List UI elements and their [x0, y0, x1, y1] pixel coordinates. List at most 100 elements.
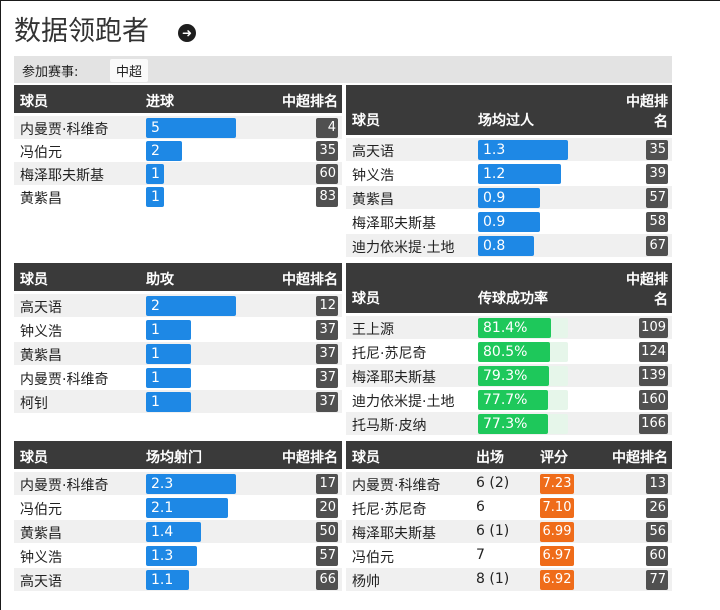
left-border — [0, 0, 1, 610]
ratings-header-player: 球员 — [352, 450, 380, 466]
goals-rank-badge: 83 — [316, 187, 338, 207]
shots-header-player: 球员 — [20, 450, 48, 466]
shots-rank-badge: 57 — [316, 546, 338, 566]
goals-row[interactable]: 梅泽耶夫斯基 1 60 — [14, 162, 342, 185]
dribbles-player-name: 梅泽耶夫斯基 — [352, 216, 436, 232]
assists-bar — [146, 296, 236, 316]
assists-bar — [146, 368, 191, 388]
dribbles-value: 0.9 — [483, 190, 506, 206]
passing-bar — [478, 414, 548, 434]
passing-player-name: 迪力依米提·土地 — [352, 394, 455, 410]
rating-badge: 6.97 — [540, 546, 574, 566]
ratings-player-name: 内曼贾·科维奇 — [352, 478, 441, 494]
goals-value: 1 — [151, 166, 160, 182]
ratings-appearances: 8 (1) — [476, 571, 510, 587]
goals-header: 球员 进球 中超排名 — [14, 85, 342, 113]
rating-badge: 6.99 — [540, 522, 574, 542]
assists-player-name: 高天语 — [20, 300, 62, 316]
rating-badge: 7.23 — [540, 474, 574, 494]
passing-row[interactable]: 托马斯·皮纳 77.3% 166 — [346, 412, 672, 435]
assists-bar — [146, 392, 191, 412]
shots-bar — [146, 498, 228, 518]
assists-row[interactable]: 内曼贾·科维奇 1 37 — [14, 366, 342, 389]
arrow-right-icon[interactable]: ➜ — [178, 24, 196, 42]
dribbles-row[interactable]: 迪力依米提·土地 0.8 67 — [346, 234, 672, 257]
passing-table: 球员 传球成功率 中超排 名 王上源 81.4% 109 托尼·苏尼奇 80.5% 124… — [346, 263, 672, 435]
assists-row[interactable]: 柯钊 1 37 — [14, 390, 342, 413]
ratings-player-name: 冯伯元 — [352, 550, 394, 566]
dribbles-row[interactable]: 梅泽耶夫斯基 0.9 58 — [346, 210, 672, 233]
passing-rank-badge: 109 — [639, 318, 668, 338]
dribbles-player-name: 钟义浩 — [352, 168, 394, 184]
ratings-player-name: 梅泽耶夫斯基 — [352, 526, 436, 542]
shots-player-name: 钟义浩 — [20, 550, 62, 566]
shots-bar — [146, 522, 201, 542]
assists-row[interactable]: 钟义浩 1 37 — [14, 318, 342, 341]
goals-rank-badge: 35 — [316, 141, 338, 161]
dribbles-header: 球员 场均过人 中超排 名 — [346, 85, 672, 135]
passing-value: 79.3% — [483, 368, 528, 384]
assists-value: 1 — [151, 322, 160, 338]
passing-player-name: 托尼·苏尼奇 — [352, 346, 427, 362]
assists-rank-badge: 37 — [316, 320, 338, 340]
shots-row[interactable]: 钟义浩 1.3 57 — [14, 544, 342, 567]
dribbles-value: 0.9 — [483, 214, 506, 230]
goals-row[interactable]: 冯伯元 2 35 — [14, 139, 342, 162]
ratings-header-rating: 评分 — [540, 450, 568, 466]
assists-row[interactable]: 黄紫昌 1 37 — [14, 342, 342, 365]
dribbles-rank-badge: 39 — [646, 164, 668, 184]
ratings-header-apps: 出场 — [476, 450, 504, 466]
passing-row[interactable]: 梅泽耶夫斯基 79.3% 139 — [346, 364, 672, 387]
assists-bar — [146, 320, 191, 340]
assists-value: 1 — [151, 394, 160, 410]
passing-value: 81.4% — [483, 320, 528, 336]
passing-row[interactable]: 迪力依米提·土地 77.7% 160 — [346, 388, 672, 411]
dribbles-header-rank-line2: 名 — [654, 114, 668, 130]
assists-header-rank: 中超排名 — [282, 272, 338, 288]
rating-badge: 7.10 — [540, 498, 574, 518]
competition-filter-chip[interactable]: 中超 — [110, 59, 149, 82]
ratings-row[interactable]: 冯伯元 7 6.97 60 — [346, 544, 672, 567]
shots-value: 1.1 — [151, 572, 174, 588]
competition-filter-label: 参加赛事: — [22, 65, 79, 80]
dribbles-bar — [478, 188, 540, 208]
dribbles-value: 0.8 — [483, 238, 506, 254]
ratings-rank-badge: 56 — [646, 522, 668, 542]
goals-player-name: 内曼贾·科维奇 — [20, 122, 109, 138]
assists-table: 球员 助攻 中超排名 高天语 2 12 钟义浩 1 37 黄紫昌 1 37 内曼贾·科维奇 1 37 柯… — [14, 263, 342, 418]
shots-row[interactable]: 冯伯元 2.1 20 — [14, 496, 342, 519]
dribbles-row[interactable]: 高天语 1.3 35 — [346, 138, 672, 161]
assists-header-stat: 助攻 — [146, 272, 174, 288]
ratings-row[interactable]: 杨帅 8 (1) 6.92 77 — [346, 568, 672, 591]
passing-row[interactable]: 王上源 81.4% 109 — [346, 316, 672, 339]
rating-badge: 6.92 — [540, 570, 574, 590]
passing-row[interactable]: 托尼·苏尼奇 80.5% 124 — [346, 340, 672, 363]
passing-value: 77.7% — [483, 392, 528, 408]
shots-row[interactable]: 高天语 1.1 66 — [14, 568, 342, 591]
shots-row[interactable]: 黄紫昌 1.4 50 — [14, 520, 342, 543]
goals-row[interactable]: 黄紫昌 1 83 — [14, 185, 342, 208]
assists-row[interactable]: 高天语 2 12 — [14, 294, 342, 317]
passing-header-player: 球员 — [352, 291, 380, 307]
ratings-row[interactable]: 梅泽耶夫斯基 6 (1) 6.99 56 — [346, 520, 672, 543]
assists-value: 2 — [151, 298, 160, 314]
goals-row[interactable]: 内曼贾·科维奇 5 4 — [14, 116, 342, 139]
passing-bar — [478, 366, 549, 386]
goals-bar — [146, 187, 164, 207]
shots-row[interactable]: 内曼贾·科维奇 2.3 17 — [14, 472, 342, 495]
ratings-row[interactable]: 内曼贾·科维奇 6 (2) 7.23 13 — [346, 472, 672, 495]
goals-table: 球员 进球 中超排名 内曼贾·科维奇 5 4 冯伯元 2 35 梅泽耶夫斯基 1 60 黄紫昌 1 8… — [14, 85, 342, 215]
passing-rank-badge: 160 — [639, 390, 668, 410]
goals-bar — [146, 164, 164, 184]
competition-filter-bar: 参加赛事: 中超 — [14, 56, 672, 83]
ratings-row[interactable]: 托尼·苏尼奇 6 7.10 26 — [346, 496, 672, 519]
dribbles-row[interactable]: 黄紫昌 0.9 57 — [346, 186, 672, 209]
assists-header-player: 球员 — [20, 272, 48, 288]
assists-value: 1 — [151, 346, 160, 362]
dribbles-row[interactable]: 钟义浩 1.2 39 — [346, 162, 672, 185]
dribbles-rank-badge: 57 — [646, 188, 668, 208]
dribbles-value: 1.3 — [483, 142, 506, 158]
dribbles-rank-badge: 35 — [646, 140, 668, 160]
ratings-player-name: 杨帅 — [352, 574, 380, 590]
goals-bar — [146, 118, 236, 138]
